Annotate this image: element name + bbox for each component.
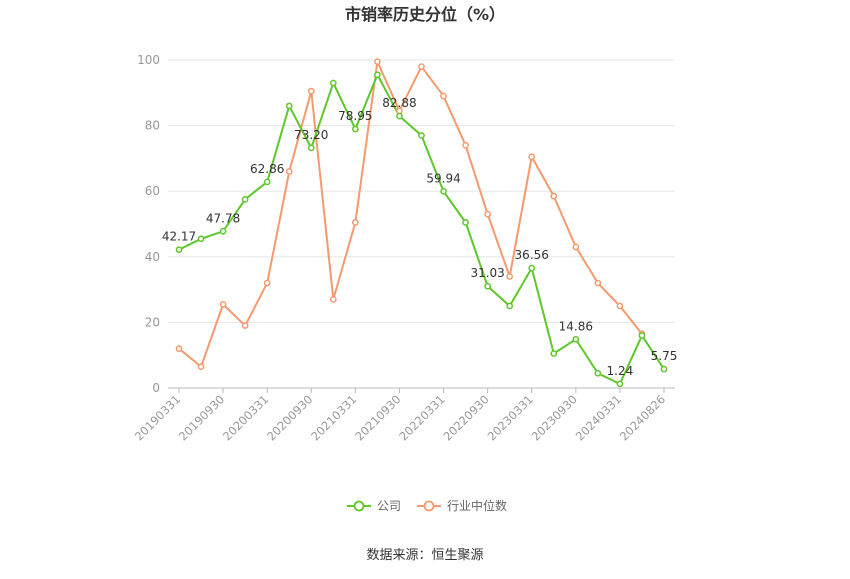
x-tick-label: 20240331: [573, 392, 624, 443]
data-point: [263, 178, 271, 186]
x-tick-label: 20210930: [352, 392, 403, 443]
data-point: [241, 196, 249, 203]
x-tick-label: 20240826: [617, 392, 668, 443]
data-label: 1.24: [607, 364, 634, 378]
data-label: 59.94: [426, 171, 460, 185]
data-point: [418, 132, 425, 139]
data-point: [462, 219, 469, 226]
series-lines: [178, 60, 665, 385]
data-point: [484, 210, 491, 218]
series-line: [178, 73, 665, 385]
data-point: [197, 363, 205, 371]
data-point: [307, 87, 315, 95]
data-point: [329, 296, 337, 303]
data-point: [528, 264, 536, 272]
data-point: [329, 79, 337, 87]
data-label: 73.20: [294, 128, 328, 142]
data-point: [594, 369, 602, 377]
data-point: [219, 227, 227, 235]
data-label: 82.88: [382, 96, 416, 110]
data-point: [263, 279, 271, 287]
chart-title: 市销率历史分位（%）: [345, 5, 505, 24]
data-point: [219, 301, 227, 308]
x-tick-label: 20230331: [485, 392, 536, 443]
data-point: [352, 219, 359, 226]
data-point: [197, 235, 205, 243]
data-labels: 42.17 47.78 62.86 73.20 78.95 82.88 59.94 31.03…: [162, 96, 678, 378]
data-point: [440, 188, 447, 195]
data-point: [374, 58, 381, 65]
legend-item[interactable]: 公司: [347, 499, 401, 513]
data-point: [241, 322, 249, 330]
series-line: [178, 60, 643, 368]
data-point: [396, 112, 403, 120]
y-tick-label: 60: [145, 184, 160, 198]
x-tick-label: 20220331: [396, 392, 447, 443]
data-point: [660, 365, 668, 373]
data-point: [462, 141, 469, 149]
data-point: [175, 345, 183, 352]
data-point: [594, 279, 602, 287]
data-label: 47.78: [206, 211, 240, 225]
data-point: [418, 63, 425, 70]
data-point: [352, 125, 359, 133]
x-tick-label: 20190331: [132, 392, 183, 443]
legend[interactable]: 公司 行业中位数: [347, 498, 507, 513]
x-axis: 2019033120190930202003312020093020210331…: [132, 387, 675, 444]
data-label: 62.86: [250, 162, 284, 176]
data-point: [616, 302, 624, 310]
legend-label: 公司: [377, 499, 401, 513]
y-tick-label: 0: [152, 381, 160, 395]
data-label: 78.95: [338, 109, 372, 123]
legend-label: 行业中位数: [447, 498, 507, 513]
data-point: [572, 335, 580, 343]
x-tick-label: 20200331: [220, 392, 271, 443]
legend-swatch-marker: [423, 500, 435, 512]
data-label: 42.17: [162, 230, 196, 244]
y-tick-label: 20: [145, 315, 160, 329]
data-point: [374, 71, 381, 79]
data-point: [175, 246, 183, 254]
data-label: 5.75: [651, 349, 678, 363]
data-point: [638, 332, 646, 339]
data-point: [307, 144, 315, 152]
x-tick-label: 20200930: [264, 392, 315, 443]
series-points: [175, 58, 668, 388]
data-point: [550, 192, 558, 200]
source-note: 数据来源：恒生聚源: [366, 548, 483, 563]
data-point: [528, 153, 536, 161]
legend-item[interactable]: 行业中位数: [417, 498, 507, 513]
data-label: 36.56: [515, 248, 549, 262]
data-point: [550, 350, 558, 357]
data-point: [484, 282, 491, 290]
data-point: [506, 273, 514, 280]
y-axis: 0 20 40 60 80 100: [137, 53, 160, 395]
grid: [168, 59, 675, 323]
data-point: [285, 168, 293, 175]
legend-swatch-marker: [353, 500, 365, 512]
data-point: [616, 380, 624, 388]
data-point: [440, 92, 447, 100]
data-point: [506, 302, 514, 310]
x-tick-label: 20220930: [440, 392, 491, 443]
y-tick-label: 40: [145, 250, 160, 264]
data-label: 31.03: [470, 266, 504, 280]
x-tick-label: 20230930: [529, 392, 580, 443]
y-tick-label: 100: [137, 53, 160, 67]
data-point: [572, 243, 580, 251]
x-tick-label: 20210331: [308, 392, 359, 443]
y-tick-label: 80: [145, 119, 160, 133]
data-point: [285, 102, 293, 110]
x-tick-label: 20190930: [176, 392, 227, 443]
data-label: 14.86: [559, 319, 593, 333]
